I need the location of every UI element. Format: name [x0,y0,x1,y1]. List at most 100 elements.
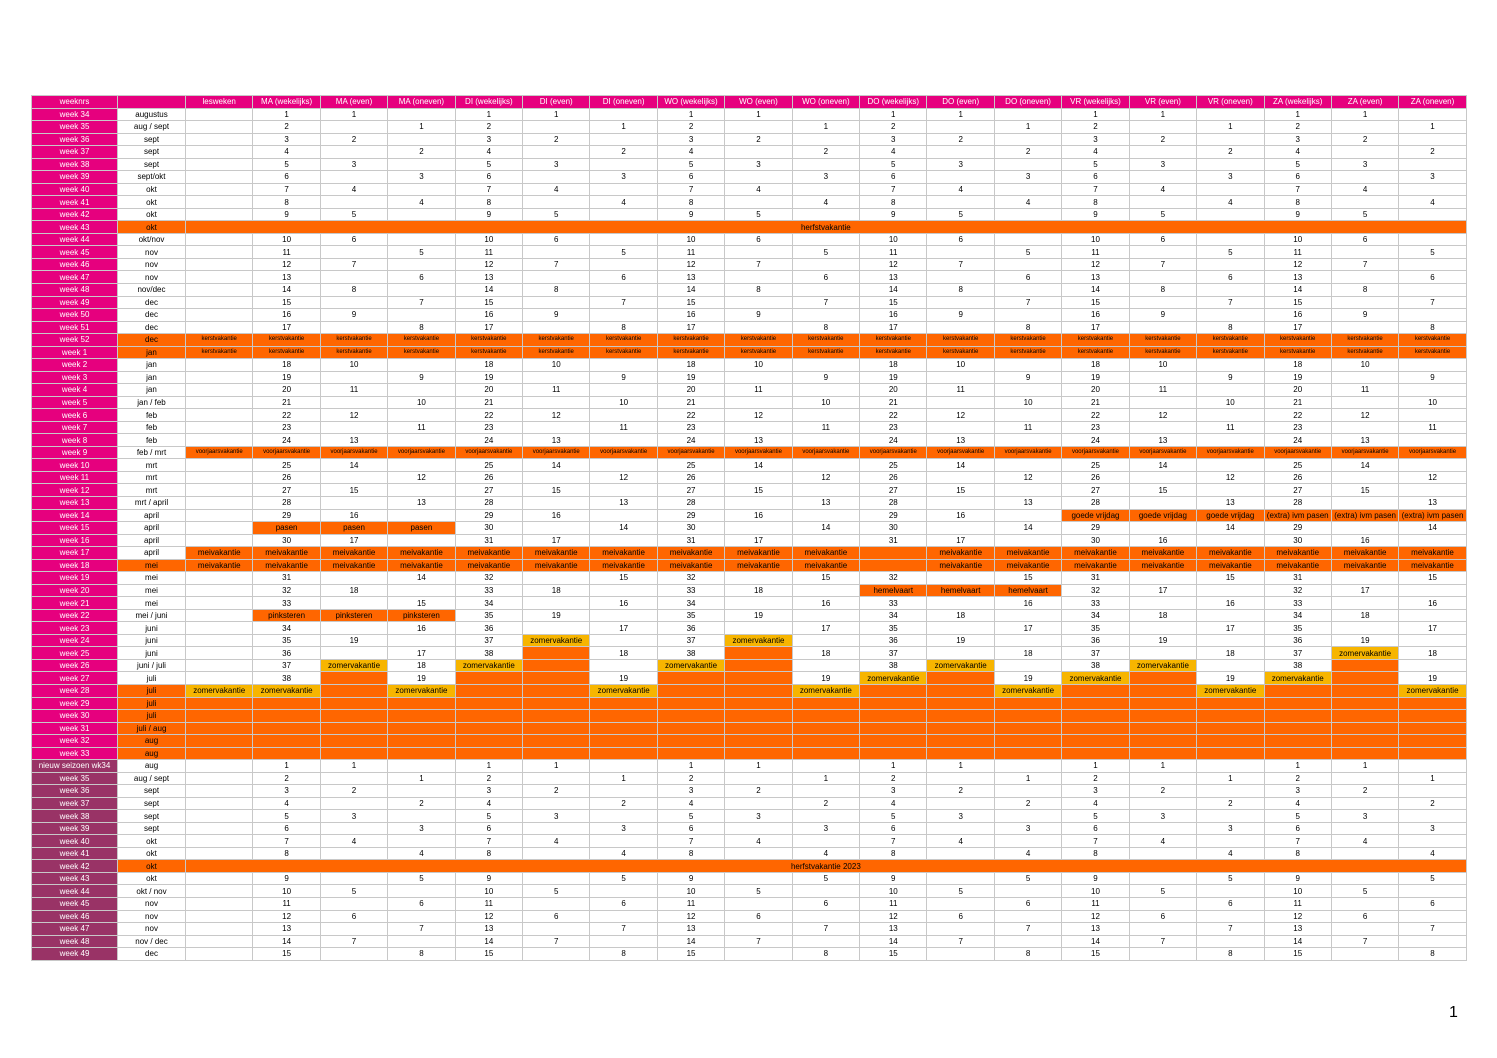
empty-cell [1128,796,1198,811]
lesson-number: 37 [1263,646,1332,660]
lesson-number: 2 [791,145,861,159]
week-label: week 51 [31,320,118,335]
empty-cell [791,483,861,497]
lesson-number: 1 [1128,759,1198,773]
month-label: feb [117,433,186,447]
empty-cell [1330,320,1400,335]
lesson-number: 22 [1263,408,1332,422]
lesson-number: 15 [791,571,861,585]
empty-cell [589,696,658,711]
month-label: aug / sept [117,771,186,786]
week-row: week 34 augustus 1 1 1 1 1 1 1 1 1 1 1 1 [31,107,1467,122]
week-label: week 8 [31,433,118,447]
lesson-number: 16 [1330,533,1400,548]
lesson-number: 14 [387,571,456,585]
vacation-cell: kerstvakantie [1061,333,1130,347]
empty-cell [791,734,861,748]
vacation-cell: meivakantie [926,558,995,573]
lesson-number: 21 [1061,395,1130,410]
lesson-number: 33 [1263,596,1332,610]
lesson-number: 16 [252,308,321,322]
empty-cell [589,709,658,723]
lesson-number: 7 [724,257,793,272]
lesson-number: 4 [656,796,726,811]
week-label: week 40 [31,182,118,197]
month-label: dec [117,320,186,335]
month-label: okt [117,220,186,234]
empty-cell [993,709,1063,723]
lesson-number: 4 [252,145,321,159]
column-header: WO (wekelijks) [656,95,726,109]
empty-cell [1196,834,1265,848]
lesson-number: 35 [454,608,524,623]
empty-cell [791,746,861,761]
empty-cell [926,821,995,836]
empty-cell [791,696,861,711]
month-label: april [117,546,186,560]
lesson-number: 34 [656,596,726,610]
empty-cell [387,433,456,447]
vacation-cell: pinksteren [387,608,456,623]
lesson-number: 12 [993,470,1063,485]
lesson-number: 33 [1061,596,1130,610]
vacation-cell: meivakantie [993,558,1063,573]
month-label: nov [117,922,186,936]
empty-cell [319,245,389,259]
empty-cell [184,170,254,184]
month-label: dec [117,308,186,322]
lesson-number: 12 [319,408,389,422]
lesson-number: 5 [1330,207,1400,222]
lesson-number: 1 [724,107,793,122]
vacation-cell: meivakantie [1263,546,1332,560]
empty-cell [1196,533,1265,548]
empty-cell [319,571,389,585]
lesson-number: 5 [589,245,658,259]
empty-cell [724,658,793,673]
lesson-number: 12 [1263,909,1332,924]
lesson-number: 11 [656,245,726,259]
lesson-number: 5 [1128,207,1198,222]
month-label: sept [117,132,186,147]
empty-cell [1330,683,1400,698]
empty-cell [252,696,321,711]
lesson-number: 34 [1263,608,1332,623]
lesson-number: 4 [589,846,658,861]
lesson-number: 17 [387,646,456,660]
empty-cell [387,583,456,598]
empty-cell [589,408,658,422]
empty-cell [319,734,389,748]
lesson-number: 3 [252,132,321,147]
empty-cell [387,383,456,397]
lesson-number: 7 [993,922,1063,936]
empty-cell [1330,846,1400,861]
vacation-banner: herfstvakantie [185,220,1467,234]
empty-cell [724,734,793,748]
vacation-cell: meivakantie [1128,546,1198,560]
month-label: aug [117,759,186,773]
month-label: april [117,508,186,523]
empty-cell [724,746,793,761]
lesson-number: 11 [1196,420,1265,435]
empty-cell [1196,458,1265,472]
vacation-cell: pasen [387,521,456,535]
lesson-number: 2 [589,796,658,811]
lesson-number: 10 [454,884,524,898]
week-label: week 41 [31,846,118,861]
lesson-number: 30 [656,521,726,535]
vacation-cell: goede vrijdag [1061,508,1130,523]
lesson-number: 1 [1263,107,1332,122]
empty-cell [1196,107,1265,122]
lesson-number: 14 [454,282,524,297]
week-label: week 10 [31,458,118,472]
lesson-number: 8 [791,320,861,335]
lesson-number: 3 [724,809,793,823]
lesson-number: 2 [589,145,658,159]
empty-cell [1330,395,1400,410]
empty-cell [387,784,456,798]
lesson-number: 4 [993,195,1063,209]
empty-cell [993,784,1063,798]
empty-cell [791,608,861,623]
vacation-cell: meivakantie [454,546,524,560]
vacation-start-cell: zomervakantie [589,683,658,698]
empty-cell [522,897,591,911]
